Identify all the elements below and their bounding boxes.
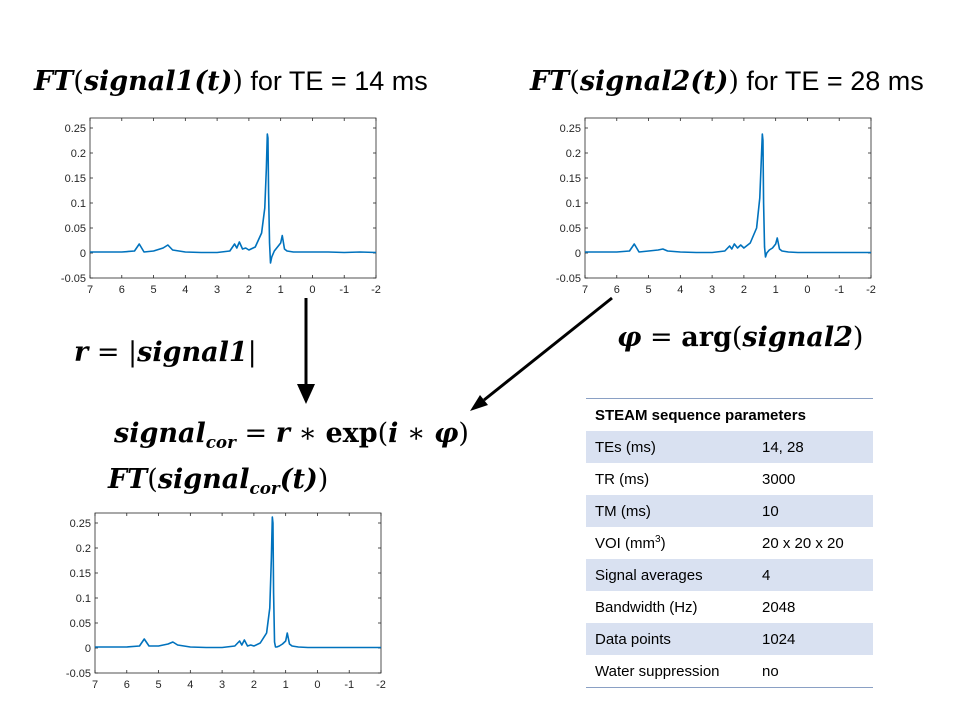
- row-value: no: [753, 655, 873, 688]
- row-value: 14, 28: [753, 431, 873, 463]
- row-label: Data points: [586, 623, 753, 655]
- row-label: VOI (mm3): [595, 534, 666, 552]
- row-label: TM (ms): [586, 495, 753, 527]
- table-row: Signal averages 4: [586, 559, 873, 591]
- x-tick-label: 3: [709, 284, 715, 296]
- x-tick-label: -2: [376, 679, 386, 691]
- row-label: Signal averages: [586, 559, 753, 591]
- arrow-diagonal: [470, 296, 613, 411]
- x-tick-label: 5: [150, 284, 156, 296]
- row-label: TEs (ms): [586, 431, 753, 463]
- y-tick-label: 0.1: [76, 593, 91, 605]
- y-tick-label: 0.15: [65, 173, 86, 185]
- y-tick-label: 0.15: [560, 173, 581, 185]
- spectrum-plot-corrected: -0.05 0 0.05 0.1 0.15 0.2 0.25 7 6 5 4 3 2 1 0 -1 -2: [66, 512, 386, 691]
- x-tick-label: 0: [309, 284, 315, 296]
- table-row: Water suppression no: [586, 655, 873, 688]
- y-tick-label: 0.1: [566, 198, 581, 210]
- x-tick-label: -2: [866, 284, 876, 296]
- x-tick-label: 7: [92, 679, 98, 691]
- table-header: STEAM sequence parameters: [586, 398, 873, 431]
- y-tick-label: 0.05: [70, 618, 91, 630]
- y-tick-label: -0.05: [61, 273, 86, 285]
- y-tick-label: 0.25: [65, 123, 86, 135]
- table-row: TEs (ms) 14, 28: [586, 431, 873, 463]
- x-tick-label: 7: [582, 284, 588, 296]
- axes-box: [94, 512, 382, 674]
- phi-equation: φ = arg(signal2): [617, 322, 864, 353]
- y-tick-label: 0.05: [560, 223, 581, 235]
- r-equation: r = |signal1|: [74, 337, 257, 368]
- y-tick-label: 0.25: [70, 518, 91, 530]
- y-tick-label: -0.05: [66, 668, 91, 680]
- spectrum-line: [90, 133, 377, 264]
- x-tick-label: 0: [804, 284, 810, 296]
- row-value: 1024: [753, 623, 873, 655]
- plot2-title: FT(signal2(t)) for TE = 28 ms: [530, 66, 924, 97]
- y-tick-label: 0: [575, 248, 581, 260]
- y-tick-label: 0: [80, 248, 86, 260]
- x-tick-label: 1: [283, 679, 289, 691]
- row-value: 10: [753, 495, 873, 527]
- row-value: 3000: [762, 470, 796, 488]
- x-tick-label: -2: [371, 284, 381, 296]
- x-tick-label: 1: [278, 284, 284, 296]
- spectrum-plot-te28: -0.05 0 0.05 0.1 0.15 0.2 0.25 7 6 5 4 3 2 1 0 -1 -2: [556, 117, 876, 296]
- spectrum-line: [585, 133, 871, 258]
- x-tick-label: 2: [741, 284, 747, 296]
- spectrum-plot-te14: -0.05 0 0.05 0.1 0.15 0.2 0.25 7 6 5 4 3 2 1 0 -1 -2: [61, 117, 381, 296]
- x-tick-label: 6: [614, 284, 620, 296]
- x-tick-label: 4: [182, 284, 188, 296]
- y-tick-label: 0.1: [71, 198, 86, 210]
- x-tick-label: -1: [834, 284, 844, 296]
- x-tick-label: 4: [677, 284, 683, 296]
- y-tick-label: 0.2: [566, 148, 581, 160]
- row-label: Bandwidth (Hz): [595, 598, 698, 616]
- y-tick-label: 0: [85, 643, 91, 655]
- x-tick-label: 5: [155, 679, 161, 691]
- x-tick-label: 3: [214, 284, 220, 296]
- x-tick-label: 2: [246, 284, 252, 296]
- plot1-title: FT(signal1(t)) for TE = 14 ms: [34, 66, 428, 97]
- x-tick-label: -1: [344, 679, 354, 691]
- x-tick-label: -1: [339, 284, 349, 296]
- x-tick-label: 6: [119, 284, 125, 296]
- y-tick-label: 0.15: [70, 568, 91, 580]
- x-tick-label: 6: [124, 679, 130, 691]
- table-row: Bandwidth (Hz) 2048: [586, 591, 873, 623]
- row-label: Water suppression: [586, 655, 753, 688]
- y-tick-label: 0.2: [76, 543, 91, 555]
- plot3-title: FT(signalcor(t)): [108, 464, 329, 498]
- y-tick-label: 0.25: [560, 123, 581, 135]
- steam-parameters-table: STEAM sequence parameters TEs (ms) 14, 2…: [586, 398, 873, 688]
- x-tick-label: 5: [645, 284, 651, 296]
- x-tick-label: 0: [314, 679, 320, 691]
- x-tick-label: 2: [251, 679, 257, 691]
- y-tick-label: 0.05: [65, 223, 86, 235]
- axes-box: [584, 117, 872, 279]
- signal-cor-equation: signalcor = r ∗ exp(i ∗ φ): [114, 418, 469, 452]
- table-row: TR (ms) 3000: [586, 463, 873, 495]
- row-value: 4: [753, 559, 873, 591]
- row-value: 20 x 20 x 20: [762, 534, 844, 552]
- y-tick-label: 0.2: [71, 148, 86, 160]
- row-label: TR (ms): [595, 470, 650, 488]
- arrow-down: [297, 298, 315, 404]
- table-header-row: STEAM sequence parameters: [586, 398, 873, 431]
- table-row: VOI (mm3) 20 x 20 x 20: [586, 527, 873, 559]
- x-tick-label: 7: [87, 284, 93, 296]
- x-tick-label: 3: [219, 679, 225, 691]
- table-row: TM (ms) 10: [586, 495, 873, 527]
- x-tick-label: 1: [773, 284, 779, 296]
- row-value: 2048: [762, 598, 796, 616]
- spectrum-line: [95, 516, 381, 649]
- y-tick-label: -0.05: [556, 273, 581, 285]
- table-row: Data points 1024: [586, 623, 873, 655]
- x-tick-label: 4: [187, 679, 193, 691]
